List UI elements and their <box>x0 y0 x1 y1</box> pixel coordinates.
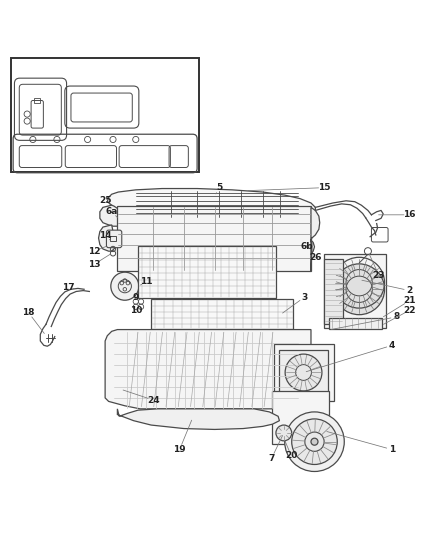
Circle shape <box>292 419 337 464</box>
Circle shape <box>276 425 292 441</box>
Circle shape <box>334 264 385 314</box>
Text: 19: 19 <box>173 445 186 454</box>
Circle shape <box>111 272 139 300</box>
Text: 15: 15 <box>318 183 330 192</box>
Text: 18: 18 <box>22 308 35 317</box>
Text: 20: 20 <box>285 451 297 460</box>
Text: 2: 2 <box>406 286 413 295</box>
Text: 12: 12 <box>88 247 100 256</box>
Text: 26: 26 <box>309 253 321 262</box>
Polygon shape <box>311 207 320 271</box>
Text: 22: 22 <box>403 306 416 315</box>
Text: 10: 10 <box>130 306 142 315</box>
Bar <box>117 206 311 271</box>
Text: 11: 11 <box>141 277 153 286</box>
Text: 7: 7 <box>268 454 275 463</box>
Bar <box>328 318 382 329</box>
Text: 14: 14 <box>99 231 111 240</box>
Bar <box>324 254 386 328</box>
Text: 5: 5 <box>216 183 222 192</box>
Circle shape <box>311 438 318 445</box>
Bar <box>11 58 199 172</box>
Polygon shape <box>107 189 315 219</box>
Text: 1: 1 <box>389 445 395 454</box>
Text: 25: 25 <box>99 196 111 205</box>
Text: 21: 21 <box>403 296 416 305</box>
Text: 23: 23 <box>373 271 385 280</box>
Text: 8: 8 <box>393 312 399 321</box>
Text: 3: 3 <box>301 293 307 302</box>
FancyBboxPatch shape <box>106 230 122 248</box>
Circle shape <box>285 354 322 391</box>
Text: 17: 17 <box>62 283 74 292</box>
Circle shape <box>285 412 344 472</box>
Bar <box>272 391 328 444</box>
Bar <box>110 236 116 241</box>
Bar <box>138 246 276 298</box>
Text: 16: 16 <box>403 211 416 219</box>
Bar <box>151 299 293 329</box>
Text: 4: 4 <box>389 341 395 350</box>
Bar <box>324 260 343 324</box>
Bar <box>274 344 334 401</box>
Text: 6b: 6b <box>300 243 313 251</box>
Polygon shape <box>99 225 117 251</box>
Text: 24: 24 <box>147 395 159 405</box>
Text: 9: 9 <box>133 293 139 302</box>
Text: 13: 13 <box>88 260 100 269</box>
Polygon shape <box>117 409 279 430</box>
Polygon shape <box>100 205 125 226</box>
Bar <box>34 98 40 103</box>
Polygon shape <box>105 329 311 409</box>
Text: 6a: 6a <box>106 207 118 216</box>
Bar <box>279 350 328 395</box>
